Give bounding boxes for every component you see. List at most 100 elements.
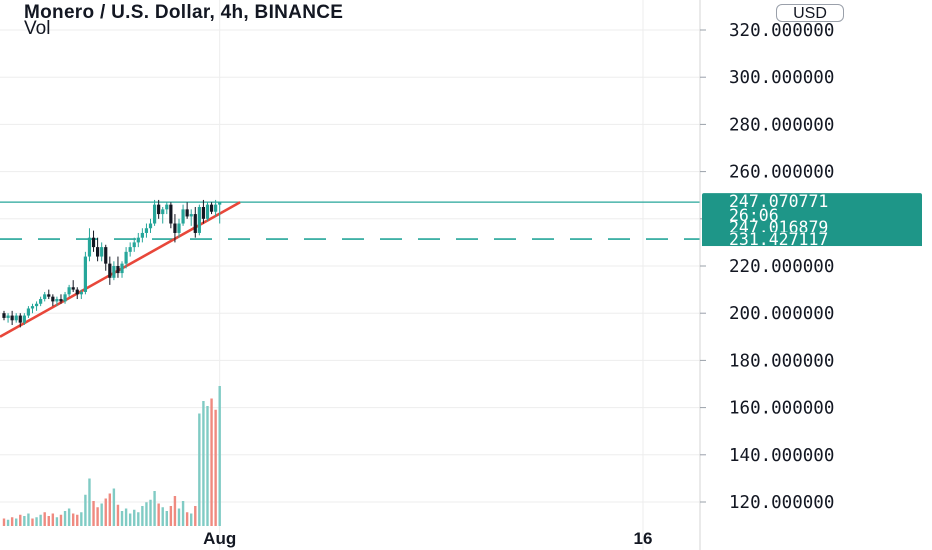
volume-bar <box>31 518 34 526</box>
volume-bar <box>112 488 116 526</box>
volume-bar <box>177 508 181 526</box>
volume-bar <box>202 401 205 526</box>
candle-body <box>209 204 214 212</box>
price-tick-label: 320.000000 <box>729 21 834 41</box>
candle-body <box>152 204 157 224</box>
volume-bar <box>145 502 148 526</box>
volume-bar <box>218 386 221 526</box>
candle-body <box>30 306 35 309</box>
volume-bar <box>198 413 201 526</box>
volume-bar <box>124 508 128 526</box>
candle-body <box>10 315 14 321</box>
price-tick-label: 220.000000 <box>729 257 834 277</box>
volume-bar <box>190 513 193 526</box>
candle-body <box>14 315 18 321</box>
candle-body <box>91 237 96 248</box>
price-tick-label: 260.000000 <box>729 163 834 183</box>
volume-bar <box>35 517 38 526</box>
dashed-level-value: 231.427117 <box>729 230 828 249</box>
candle-body <box>59 299 63 302</box>
candle-body <box>55 299 59 302</box>
support-trendline <box>0 201 241 338</box>
dashed-level-tag <box>702 232 922 247</box>
volume-bar <box>210 398 213 526</box>
candle-body <box>169 204 173 224</box>
volume-bar <box>51 513 55 526</box>
candle-body <box>120 263 124 274</box>
time-tick-label: Aug <box>203 529 236 548</box>
candle-body <box>148 223 153 229</box>
candle-body <box>6 315 10 318</box>
volume-bar <box>149 499 152 526</box>
volume-bar <box>206 406 209 526</box>
candle-body <box>116 266 120 274</box>
price-tick-label: 280.000000 <box>729 115 834 135</box>
candle-body <box>83 256 87 292</box>
time-axis[interactable]: Aug 16 <box>203 529 652 548</box>
candle-body <box>75 289 79 295</box>
volume-bar <box>157 503 160 526</box>
candle-body <box>185 209 189 217</box>
candle-body <box>173 223 177 233</box>
volume-bar <box>116 504 120 526</box>
candle-body <box>112 266 116 278</box>
price-tick-label: 300.000000 <box>729 68 834 88</box>
volume-bar <box>181 501 185 526</box>
price-tick-label: 140.000000 <box>729 446 834 466</box>
volume-bar <box>133 509 136 526</box>
volume-bar <box>88 478 91 526</box>
volume-bar <box>55 517 59 526</box>
candle-body <box>63 294 67 302</box>
volume-bar <box>100 503 103 526</box>
currency-button[interactable]: USD <box>776 4 844 22</box>
volume-bar <box>92 501 95 526</box>
volume-bar <box>2 518 6 526</box>
candle-body <box>181 209 185 224</box>
horizontal-levels[interactable] <box>0 201 700 240</box>
chart-grid <box>0 0 700 550</box>
volume-bar <box>128 513 132 526</box>
candle-body <box>201 207 206 219</box>
volume-bar <box>39 514 42 526</box>
time-tick-label: 16 <box>633 529 652 548</box>
candle-body <box>79 291 83 295</box>
trendline[interactable] <box>0 201 241 338</box>
candle-body <box>26 308 31 316</box>
candle-body <box>218 202 222 205</box>
candle-body <box>140 232 144 238</box>
volume-bar <box>59 514 63 526</box>
candle-body <box>132 242 136 248</box>
candle-body <box>96 247 100 257</box>
candle-body <box>39 299 43 304</box>
price-axis[interactable]: 120.000000 140.000000 160.000000 180.000000… <box>700 21 834 513</box>
volume-bars <box>2 386 221 526</box>
volume-bar <box>63 511 67 526</box>
volume-bar <box>214 409 217 526</box>
candle-body <box>43 294 47 300</box>
volume-bar <box>67 508 71 526</box>
volume-bar <box>185 512 189 526</box>
volume-label: Vol <box>24 18 51 39</box>
candle-body <box>34 303 39 307</box>
volume-bar <box>23 516 26 526</box>
candle-body <box>108 263 112 278</box>
volume-bar <box>84 494 87 526</box>
volume-bar <box>194 506 197 526</box>
volume-bar <box>137 512 140 526</box>
volume-bar <box>173 496 177 526</box>
volume-bar <box>161 507 164 526</box>
candle-body <box>165 204 169 210</box>
candle-body <box>22 315 26 323</box>
volume-bar <box>15 518 18 526</box>
candle-body <box>47 294 51 297</box>
candle-body <box>51 296 55 302</box>
volume-bar <box>96 507 99 526</box>
price-tag <box>702 221 922 235</box>
price-tick-label: 160.000000 <box>729 399 834 419</box>
volume-bar <box>47 516 50 526</box>
volume-bar <box>120 511 124 526</box>
volume-bar <box>71 513 75 526</box>
volume-bar <box>80 512 83 526</box>
